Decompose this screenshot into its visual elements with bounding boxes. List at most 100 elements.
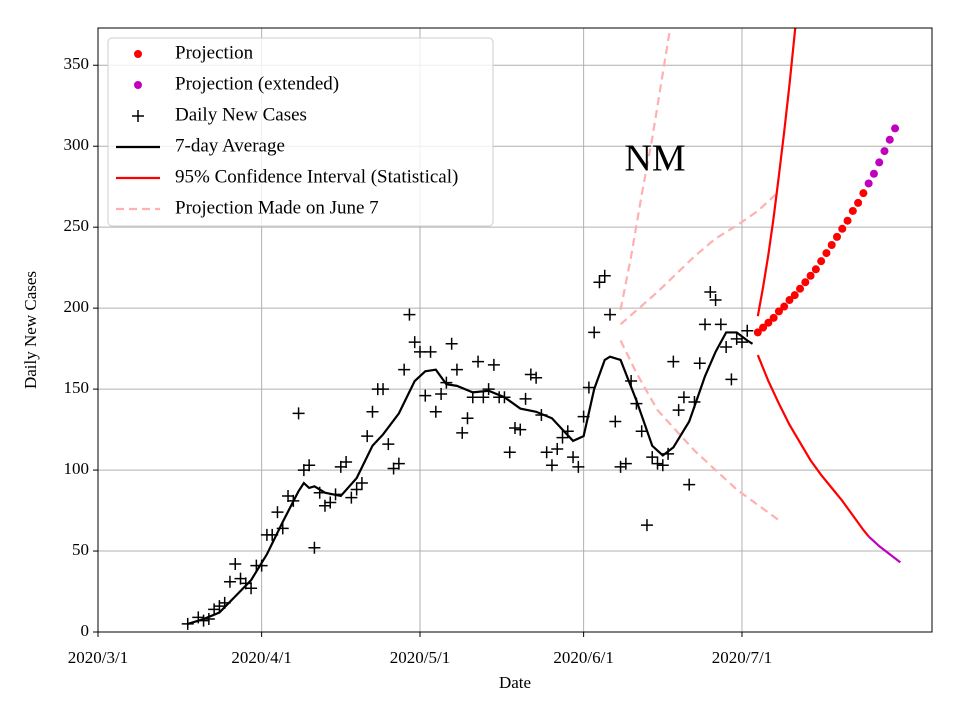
case-marker (514, 423, 527, 436)
case-marker (551, 443, 564, 456)
x-tick-label: 2020/7/1 (712, 648, 772, 667)
case-marker (604, 308, 617, 321)
case-marker (318, 499, 331, 512)
case-marker (503, 446, 516, 459)
case-marker (609, 415, 622, 428)
projection-dot (822, 249, 831, 258)
x-tick-label: 2020/3/1 (68, 648, 128, 667)
case-marker (308, 541, 321, 554)
case-marker (693, 357, 706, 370)
y-tick-label: 0 (81, 621, 90, 640)
projection-dot (811, 265, 820, 274)
case-marker (245, 582, 258, 595)
projection-dot (774, 307, 783, 316)
case-marker (472, 355, 485, 368)
legend-label: 7-day Average (175, 135, 285, 156)
case-marker (683, 478, 696, 491)
case-marker (271, 506, 284, 519)
case-marker (366, 405, 379, 418)
line (187, 331, 754, 625)
legend-label: Projection (extended) (175, 73, 339, 94)
plot-frame (97, 27, 933, 633)
x-axis-label: Date (499, 673, 531, 692)
case-marker (419, 389, 432, 402)
dashed-line (619, 28, 672, 310)
projection-dot (832, 232, 841, 241)
case-marker (672, 404, 685, 417)
projection-dot (780, 302, 789, 311)
projection-dot (817, 257, 826, 266)
projection-dot (806, 271, 815, 280)
projection-dot (885, 135, 894, 144)
legend-label: Daily New Cases (175, 104, 307, 125)
case-marker (461, 412, 474, 425)
case-marker (239, 577, 252, 590)
case-marker (540, 446, 553, 459)
case-marker (361, 430, 374, 443)
case-marker (213, 600, 226, 613)
projection-dot (790, 291, 799, 300)
case-marker (229, 557, 242, 570)
case-marker (640, 519, 653, 532)
case-marker (619, 457, 632, 470)
projection-dot (848, 206, 857, 215)
case-marker (704, 285, 717, 298)
case-marker (667, 355, 680, 368)
case-marker (445, 337, 458, 350)
case-marker (656, 459, 669, 472)
case-marker (741, 324, 754, 337)
legend-marker (134, 50, 142, 58)
case-marker (340, 455, 353, 468)
case-marker (635, 425, 648, 438)
case-marker (714, 318, 727, 331)
projection-dot (764, 318, 773, 327)
case-marker (598, 269, 611, 282)
legend-label: 95% Confidence Interval (Statistical) (175, 166, 458, 187)
case-marker (181, 617, 194, 630)
projection-dot (769, 313, 778, 322)
dashed-line (619, 340, 780, 522)
legend-label: Projection (175, 42, 254, 63)
projection-dot (827, 240, 836, 249)
y-axis-label: Daily New Cases (21, 271, 40, 389)
legend-marker (132, 110, 144, 122)
case-marker (477, 391, 490, 404)
case-marker (223, 575, 236, 588)
case-marker (720, 341, 733, 354)
case-marker (593, 276, 606, 289)
projection-dot (869, 169, 878, 178)
projection-dot (796, 284, 805, 293)
case-marker (725, 373, 738, 386)
case-marker (482, 383, 495, 396)
x-tick-label: 2020/6/1 (553, 648, 613, 667)
y-tick-label: 50 (72, 540, 89, 559)
projection-dot (854, 198, 863, 207)
y-tick-label: 100 (64, 459, 90, 478)
y-tick-label: 350 (64, 54, 90, 73)
legend-label: Projection Made on June 7 (175, 197, 379, 218)
case-marker (509, 421, 521, 434)
case-marker (350, 483, 363, 496)
case-marker (435, 387, 448, 400)
case-marker (519, 392, 532, 405)
y-tick-label: 250 (64, 216, 90, 235)
projection-dot (753, 328, 762, 337)
projection-dot (785, 296, 794, 305)
projection-dot (859, 189, 868, 198)
case-marker (614, 460, 627, 473)
case-marker (324, 496, 337, 509)
y-tick-label: 300 (64, 135, 90, 154)
case-marker (387, 462, 400, 475)
projection-dot (875, 158, 884, 167)
case-marker (646, 451, 659, 464)
case-marker (334, 460, 347, 473)
line (756, 28, 797, 317)
case-marker (282, 489, 295, 502)
plot-area (181, 28, 901, 630)
case-marker (556, 431, 569, 444)
projection-dot (891, 124, 900, 133)
line (756, 354, 870, 538)
case-marker (735, 336, 748, 349)
projection-dot (801, 278, 810, 287)
